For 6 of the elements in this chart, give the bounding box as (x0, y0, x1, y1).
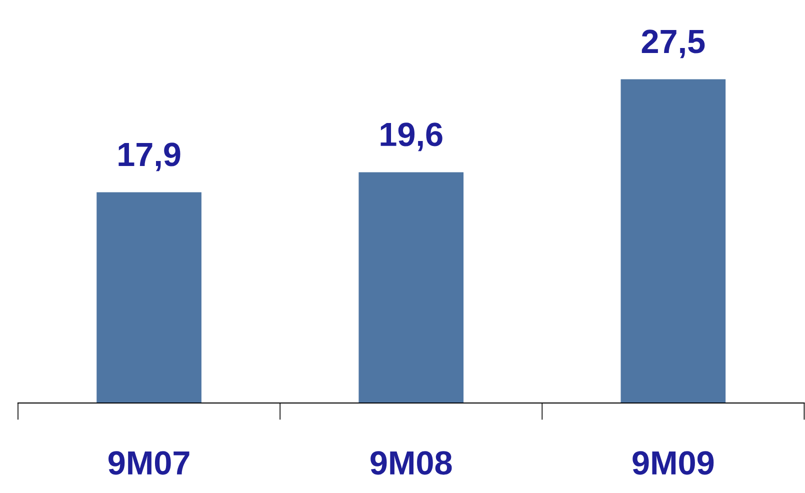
data-label: 17,9 (118, 142, 180, 172)
data-label: 19,6 (380, 122, 442, 152)
x-tick-label: 9M08 (370, 451, 452, 475)
x-tick-label: 9M07 (108, 451, 190, 475)
data-label: 27,5 (642, 30, 705, 58)
x-tick-label: 9M09 (632, 451, 714, 475)
